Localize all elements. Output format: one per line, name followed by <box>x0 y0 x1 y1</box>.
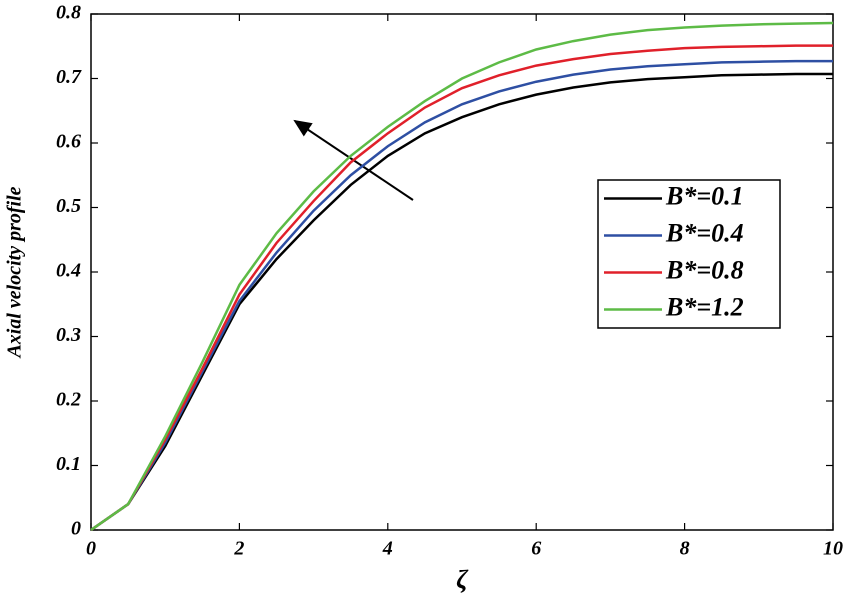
y-tick-label: 0.2 <box>56 389 81 411</box>
series-line <box>90 21 834 532</box>
x-tick-label: 0 <box>86 538 96 560</box>
y-tick-label: 0.5 <box>56 195 81 217</box>
series-line <box>90 72 833 532</box>
y-axis-label: Axial velocity profile <box>4 186 26 359</box>
series-line <box>90 59 833 532</box>
x-axis-label: ζ <box>456 565 469 594</box>
legend-label: B*=1.2 <box>665 292 744 321</box>
y-tick-label: 0.6 <box>56 131 81 153</box>
series-line <box>90 44 833 532</box>
y-tick-label: 0.1 <box>56 453 81 475</box>
x-tick-label: 2 <box>233 538 244 560</box>
y-tick-label: 0.7 <box>56 66 82 88</box>
legend-label: B*=0.1 <box>665 181 744 210</box>
x-tick-label: 10 <box>823 538 843 560</box>
y-tick-label: 0 <box>71 518 81 540</box>
y-tick-label: 0.4 <box>56 260 81 282</box>
legend-box <box>597 179 781 329</box>
legend-label: B*=0.4 <box>665 218 744 247</box>
y-tick-label: 0.8 <box>56 2 81 24</box>
y-tick-label: 0.3 <box>56 324 81 346</box>
legend-label: B*=0.8 <box>665 255 744 284</box>
x-tick-label: 6 <box>531 538 541 560</box>
x-tick-label: 8 <box>680 538 690 560</box>
x-tick-label: 4 <box>382 538 393 560</box>
